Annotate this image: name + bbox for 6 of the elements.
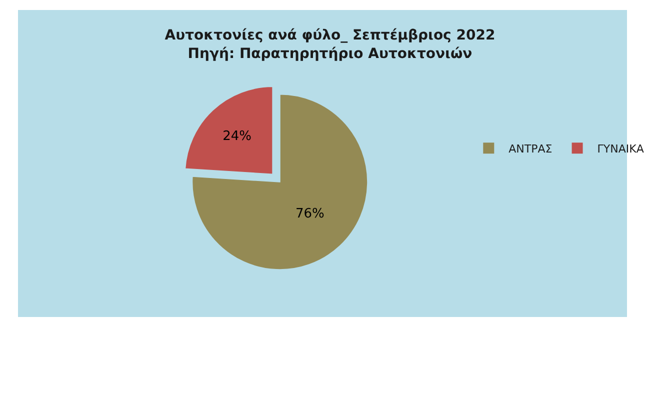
data-label: 24%: [222, 128, 252, 144]
chart-subtitle: Πηγή: Παρατηρητήριο Αυτοκτονιών: [188, 46, 472, 62]
chart-title: Αυτοκτονίες ανά φύλο_ Σεπτέμβριος 2022: [164, 28, 496, 44]
legend-label: ΓΥΝΑΙΚΑ: [597, 142, 644, 156]
data-label: 76%: [295, 206, 324, 222]
legend-label: ΑΝΤΡΑΣ: [508, 142, 552, 156]
